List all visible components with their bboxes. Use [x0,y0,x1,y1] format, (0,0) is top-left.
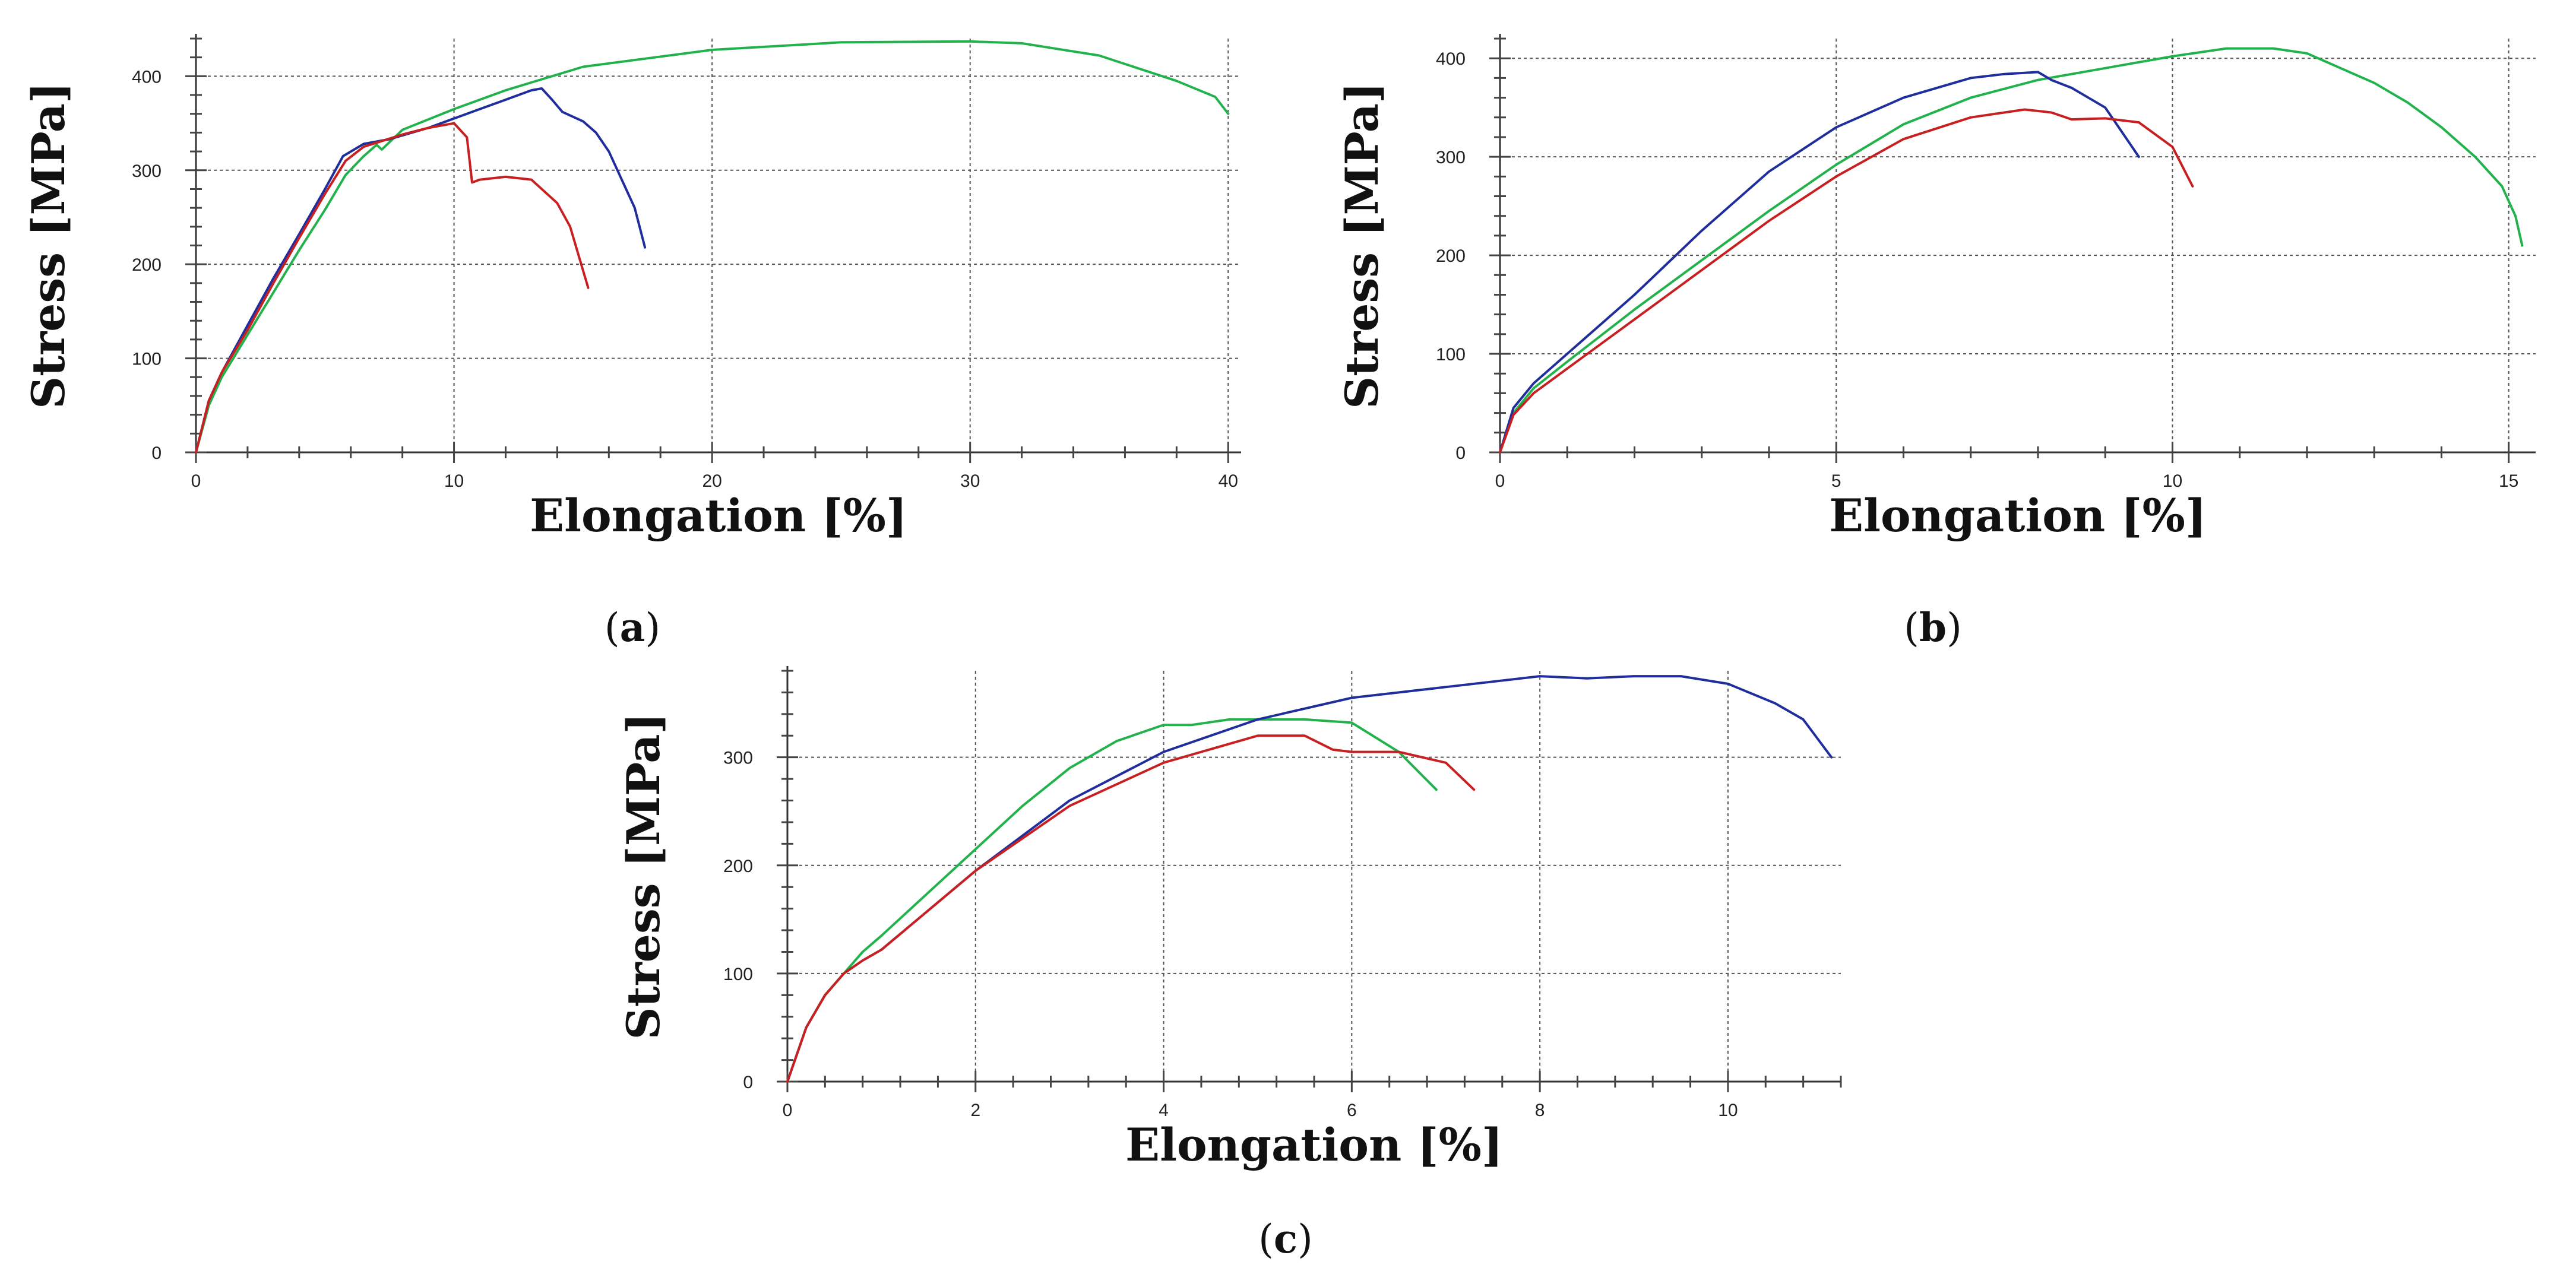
y-tick-label: 300 [132,161,162,181]
y-tick-label: 0 [151,443,162,463]
y-tick-label: 400 [132,67,162,87]
x-axis-title: Elongation [%] [1829,489,2207,542]
y-tick-label: 200 [1436,246,1466,266]
x-tick-label: 30 [960,471,980,491]
x-tick-label: 0 [191,471,201,491]
x-tick-label: 15 [2499,471,2518,491]
panel-label: (c) [1258,1216,1313,1262]
y-tick-label: 400 [1436,49,1466,69]
x-axis-title: Elongation [%] [530,489,907,542]
x-tick-label: 10 [2163,471,2182,491]
y-tick-label: 0 [1455,443,1466,463]
series-line-green [786,718,1438,1083]
y-tick-label: 200 [132,255,162,275]
x-tick-label: 8 [1535,1101,1545,1120]
y-tick-label: 200 [723,857,753,876]
x-tick-label: 2 [970,1101,980,1120]
y-tick-label: 300 [723,749,753,768]
x-tick-label: 10 [1718,1101,1738,1120]
x-tick-label: 0 [783,1101,793,1120]
y-axis-title: Stress [MPa] [617,713,670,1040]
series-line-red [195,122,590,454]
chart-panel-b: 0 5 10 15 0 100 200 300 400 Elongation [%] Stress … [1336,34,2536,651]
y-tick-label: 100 [1436,345,1466,364]
y-tick-label: 100 [723,965,753,984]
y-tick-label: 100 [132,350,162,369]
x-tick-label: 4 [1159,1101,1169,1120]
x-tick-label: 10 [444,471,464,491]
x-tick-label: 6 [1347,1101,1357,1120]
x-tick-label: 0 [1495,471,1505,491]
series-line-green [1499,47,2524,454]
series-line-red [786,734,1476,1083]
y-tick-label: 300 [1436,148,1466,167]
x-tick-label: 20 [702,471,721,491]
series-line-red [1499,108,2194,454]
series-line-blue [195,87,647,454]
x-axis-title: Elongation [%] [1125,1118,1503,1171]
series-line-blue [1499,71,2140,454]
y-axis-title: Stress [MPa] [1336,82,1388,409]
x-tick-label: 40 [1219,471,1238,491]
y-tick-label: 0 [743,1073,753,1092]
series-line-green [195,40,1230,454]
panel-label: (a) [605,604,660,651]
y-axis-title: Stress [MPa] [22,82,75,409]
x-tick-label: 5 [1831,471,1841,491]
panel-label: (b) [1904,604,1962,651]
